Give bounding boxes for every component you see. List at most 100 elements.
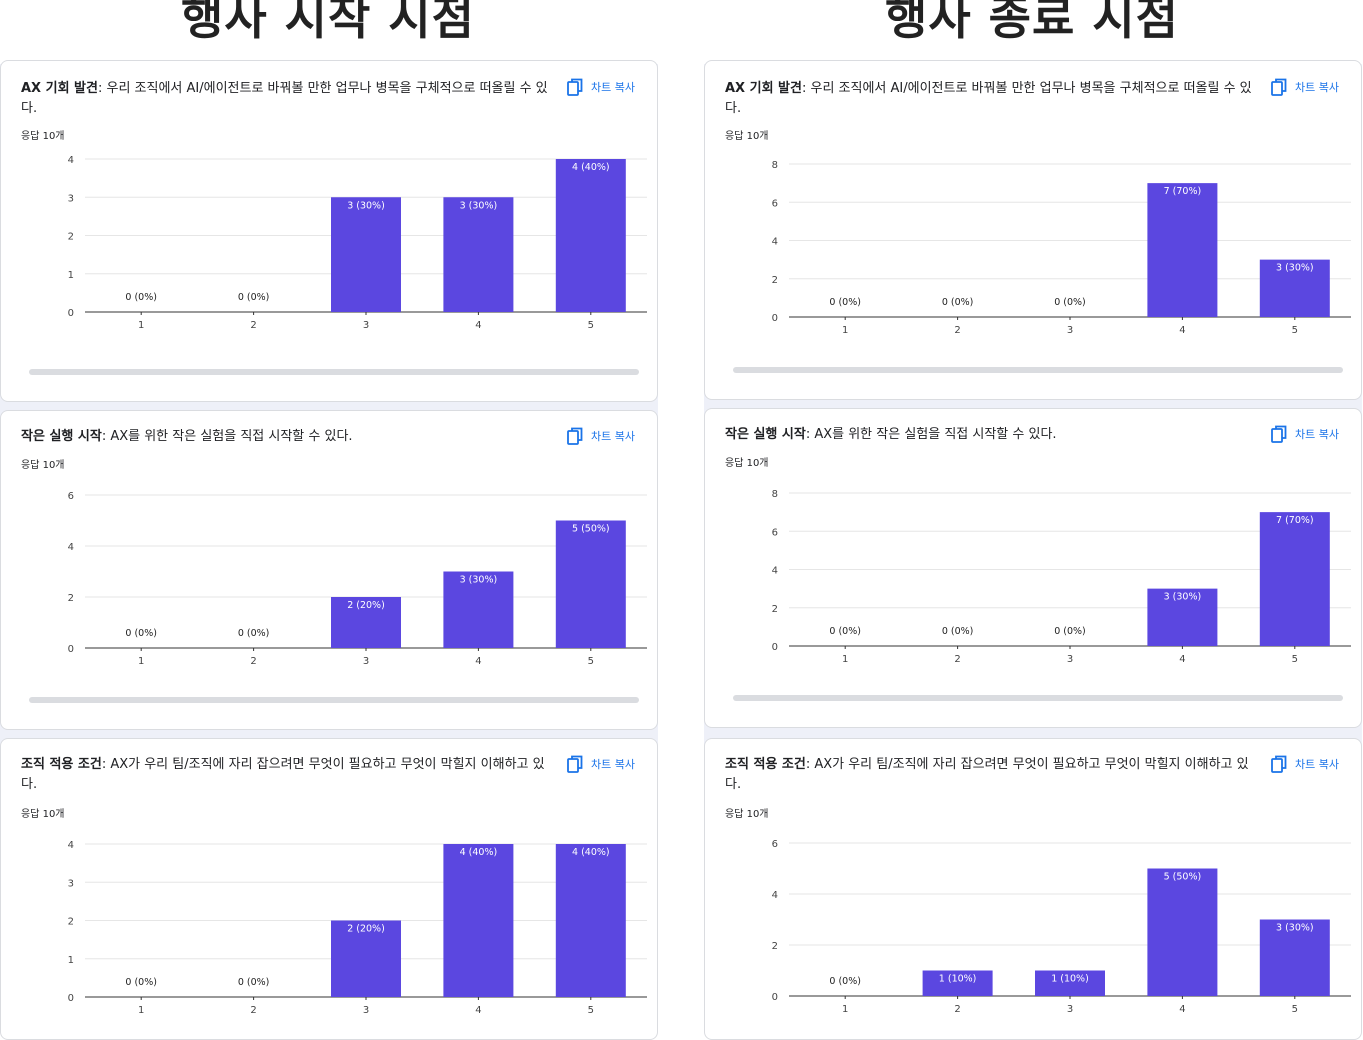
y-tick-label: 2 bbox=[772, 941, 778, 952]
y-tick-label: 2 bbox=[772, 275, 778, 286]
y-tick-label: 2 bbox=[68, 593, 74, 604]
copy-chart-label: 차트 복사 bbox=[1295, 758, 1339, 771]
x-tick-label: 4 bbox=[1179, 325, 1185, 336]
question-text: 조직 적용 조건: AX가 우리 팀/조직에 자리 잡으려면 무엇이 필요하고 … bbox=[725, 755, 1255, 795]
question-text: AX 기회 발견: 우리 조직에서 AI/에이전트로 바꿔볼 만한 업무나 병목… bbox=[21, 79, 551, 119]
y-tick-label: 6 bbox=[772, 839, 778, 850]
data-label: 3 (30%) bbox=[1276, 263, 1314, 274]
bar-chart: 0 2 4 6 8 0 (0%) 1 0 (0%) 2 0 (0%) 3 7 (70%) 4 3 (30%… bbox=[772, 160, 1351, 336]
bar bbox=[922, 970, 993, 996]
x-tick-label: 4 bbox=[475, 1005, 481, 1016]
question-title: 작은 실행 시작 bbox=[725, 427, 806, 442]
x-tick-label: 5 bbox=[588, 1005, 594, 1016]
y-tick-label: 3 bbox=[68, 878, 74, 889]
bar bbox=[555, 159, 626, 312]
x-tick-label: 3 bbox=[363, 656, 369, 667]
data-label: 0 (0%) bbox=[125, 628, 157, 639]
response-count: 응답 10개 bbox=[21, 460, 65, 471]
question-title: 조직 적용 조건 bbox=[725, 757, 806, 772]
x-tick-label: 5 bbox=[1292, 325, 1298, 336]
bar bbox=[443, 571, 514, 648]
bar bbox=[331, 597, 401, 648]
data-label: 5 (50%) bbox=[1164, 872, 1202, 883]
x-tick-label: 3 bbox=[1067, 1004, 1073, 1015]
response-count: 응답 10개 bbox=[21, 809, 65, 820]
bar bbox=[443, 197, 514, 312]
bar bbox=[555, 844, 626, 997]
copy-chart-button[interactable]: 차트 복사 bbox=[1271, 78, 1339, 96]
x-tick-label: 1 bbox=[138, 320, 144, 331]
bar bbox=[331, 197, 401, 312]
bar bbox=[1147, 588, 1218, 646]
x-tick-label: 5 bbox=[1292, 1004, 1298, 1015]
question-card: 작은 실행 시작: AX를 위한 작은 실험을 직접 시작할 수 있다. 응답 1… bbox=[704, 408, 1362, 728]
bar bbox=[1147, 868, 1218, 996]
bar bbox=[1035, 970, 1105, 996]
x-tick-label: 4 bbox=[475, 656, 481, 667]
column-title-start: 행사 시작 시점 bbox=[181, 0, 475, 45]
copy-icon bbox=[1271, 425, 1287, 443]
x-tick-label: 1 bbox=[842, 654, 848, 665]
question-text: 작은 실행 시작: AX를 위한 작은 실험을 직접 시작할 수 있다. bbox=[21, 427, 551, 447]
y-tick-label: 4 bbox=[772, 237, 778, 248]
copy-chart-label: 차트 복사 bbox=[591, 758, 635, 771]
copy-icon bbox=[1271, 755, 1287, 773]
x-tick-label: 1 bbox=[138, 1005, 144, 1016]
y-tick-label: 0 bbox=[772, 992, 778, 1003]
x-tick-label: 3 bbox=[1067, 654, 1073, 665]
copy-chart-button[interactable]: 차트 복사 bbox=[567, 78, 635, 96]
x-tick-label: 5 bbox=[1292, 654, 1298, 665]
data-label: 1 (10%) bbox=[1051, 974, 1089, 985]
data-label: 0 (0%) bbox=[942, 297, 974, 308]
bar bbox=[1147, 183, 1218, 317]
bar bbox=[1259, 512, 1330, 646]
copy-chart-button[interactable]: 차트 복사 bbox=[1271, 425, 1339, 443]
data-label: 2 (20%) bbox=[347, 924, 385, 935]
data-label: 0 (0%) bbox=[125, 292, 157, 303]
x-tick-label: 2 bbox=[954, 654, 960, 665]
horizontal-scrollbar[interactable] bbox=[733, 695, 1343, 701]
x-tick-label: 3 bbox=[1067, 325, 1073, 336]
copy-chart-button[interactable]: 차트 복사 bbox=[567, 427, 635, 445]
x-tick-label: 3 bbox=[363, 320, 369, 331]
y-tick-label: 4 bbox=[68, 542, 74, 553]
question-title: 조직 적용 조건 bbox=[21, 757, 102, 772]
question-body: : 우리 조직에서 AI/에이전트로 바꿔볼 만한 업무나 병목을 구체적으로 … bbox=[21, 81, 548, 116]
y-tick-label: 8 bbox=[772, 160, 778, 171]
question-card: 조직 적용 조건: AX가 우리 팀/조직에 자리 잡으려면 무엇이 필요하고 … bbox=[0, 738, 658, 1040]
x-tick-label: 2 bbox=[954, 1004, 960, 1015]
data-label: 3 (30%) bbox=[460, 200, 498, 211]
y-tick-label: 2 bbox=[68, 232, 74, 243]
question-body: : AX가 우리 팀/조직에 자리 잡으려면 무엇이 필요하고 무엇이 막힐지 … bbox=[21, 757, 545, 792]
bar-chart: 0 2 4 6 0 (0%) 1 1 (10%) 2 1 (10%) 3 5 (50%) 4 3 (30… bbox=[772, 839, 1351, 1015]
data-label: 3 (30%) bbox=[347, 200, 385, 211]
y-tick-label: 1 bbox=[68, 270, 74, 281]
y-tick-label: 4 bbox=[772, 890, 778, 901]
y-tick-label: 3 bbox=[68, 193, 74, 204]
x-tick-label: 5 bbox=[588, 320, 594, 331]
y-tick-label: 1 bbox=[68, 955, 74, 966]
x-tick-label: 2 bbox=[250, 320, 256, 331]
horizontal-scrollbar[interactable] bbox=[733, 367, 1343, 373]
y-tick-label: 0 bbox=[68, 308, 74, 319]
data-label: 0 (0%) bbox=[125, 977, 157, 988]
copy-chart-label: 차트 복사 bbox=[591, 430, 635, 443]
y-tick-label: 0 bbox=[68, 993, 74, 1004]
data-label: 0 (0%) bbox=[829, 976, 861, 987]
data-label: 0 (0%) bbox=[942, 626, 974, 637]
bar-chart: 0 2 4 6 8 0 (0%) 1 0 (0%) 2 0 (0%) 3 3 (30%) 4 7 (70%… bbox=[772, 489, 1351, 665]
x-tick-label: 1 bbox=[842, 325, 848, 336]
copy-chart-button[interactable]: 차트 복사 bbox=[1271, 755, 1339, 773]
copy-chart-button[interactable]: 차트 복사 bbox=[567, 755, 635, 773]
copy-chart-label: 차트 복사 bbox=[591, 81, 635, 94]
question-text: 조직 적용 조건: AX가 우리 팀/조직에 자리 잡으려면 무엇이 필요하고 … bbox=[21, 755, 551, 795]
horizontal-scrollbar[interactable] bbox=[29, 697, 639, 703]
x-tick-label: 2 bbox=[250, 1005, 256, 1016]
horizontal-scrollbar[interactable] bbox=[29, 369, 639, 375]
question-text: 작은 실행 시작: AX를 위한 작은 실험을 직접 시작할 수 있다. bbox=[725, 425, 1255, 445]
question-body: : AX를 위한 작은 실험을 직접 시작할 수 있다. bbox=[101, 429, 353, 444]
x-tick-label: 4 bbox=[1179, 1004, 1185, 1015]
data-label: 4 (40%) bbox=[572, 847, 610, 858]
response-count: 응답 10개 bbox=[725, 458, 769, 469]
copy-icon bbox=[567, 755, 583, 773]
